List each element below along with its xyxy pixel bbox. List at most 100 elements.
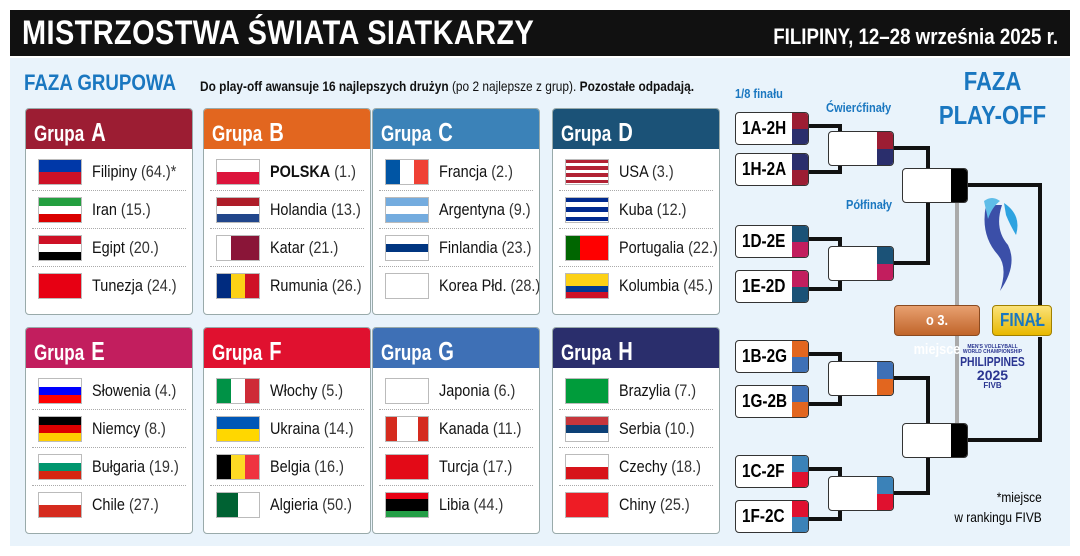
team-rank: (16.) [314,456,344,476]
logo-text: MEN'S VOLLEYBALL [967,344,1018,350]
logo-text: FIVB [983,381,1002,390]
flag-icon [216,196,260,223]
team-rank: (6.) [493,380,516,400]
team-label: Katar (21.) [270,238,338,258]
group-letter: C [438,117,453,147]
note-part: (po 2 najlepsze z grup). [448,78,580,94]
team-label: Chile (27.) [92,495,159,515]
team-rank: (44.) [473,495,504,514]
team-name: Iran [92,199,117,219]
team-rank: (27.) [128,495,159,514]
team-label: Finlandia (23.) [439,238,531,258]
flag-icon [385,273,429,299]
playoff-title-line: FAZA [963,66,1022,96]
round-label-r16: 1/8 finału [735,86,783,101]
match-label: 1F-2C [742,506,785,526]
team-name: Egipt [92,237,125,257]
team-label: Rumunia (26.) [270,276,362,296]
r16-match: 1E-2D [735,270,809,303]
group-letter: F [269,336,282,366]
group-phase-title: FAZA GRUPOWA [24,70,177,95]
group-header: Grupa A [26,109,192,149]
flag-icon [385,453,429,480]
team-label: Włochy (5.) [270,381,343,401]
team-label: Kolumbia (45.) [619,276,713,296]
flag-icon [565,196,609,223]
team-label: Kanada (11.) [439,419,522,439]
group-prefix: Grupa [561,340,612,365]
team-name: Włochy [270,380,318,400]
team-label: Portugalia (22.) [619,238,718,258]
team-label: Turcja (17.) [439,457,512,477]
team-name: Serbia [619,418,661,438]
flag-icon [38,377,82,404]
team-label: USA (3.) [619,162,674,182]
group-header: Grupa E [26,328,192,368]
group-letter: D [618,117,633,147]
team-label: Serbia (10.) [619,419,695,439]
match-label: 1A-2H [742,118,787,138]
group-header: Grupa C [373,109,539,149]
team-rank: (18.) [671,456,701,476]
sf-match [902,168,968,203]
qf-match [828,246,894,281]
flag-icon [385,492,429,518]
team-row: Serbia (10.) [559,410,713,448]
flag-icon [216,453,260,480]
playoff-title-line: PLAY-OFF [938,100,1046,130]
group-phase-note: Do play-off awansuje 16 najlepszych druż… [200,78,694,94]
team-name: Brazylia [619,380,671,400]
team-label: Słowenia (4.) [92,381,176,401]
team-row: Ukraina (14.) [210,410,364,448]
team-label: Belgia (16.) [270,457,344,477]
team-rank: (50.) [322,495,352,514]
team-label: Iran (15.) [92,200,151,220]
flag-icon [385,415,429,442]
team-label: Tunezja (24.) [92,276,177,296]
note-part: Do play-off awansuje 16 najlepszych druż… [200,78,449,94]
r16-match: 1B-2G [735,340,809,373]
r16-match: 1A-2H [735,112,809,145]
match-label: 1B-2G [742,346,788,366]
flag-icon [38,234,82,261]
team-rank: (45.) [683,276,713,295]
team-name: Kolumbia [619,276,680,295]
logo-icon [984,198,1018,291]
team-name: Filipiny [92,161,137,181]
group-f: Grupa F Włochy (5.) Ukraina (14.) Belgia (1… [203,327,371,534]
group-e: Grupa E Słowenia (4.) Niemcy (8.) Bułgaria … [25,327,193,534]
team-row: Iran (15.) [32,191,186,229]
team-row: Kolumbia (45.) [559,267,713,305]
team-rank: (3.) [651,161,674,181]
group-header: Grupa G [373,328,539,368]
third-place-label: o 3. miejsce [913,312,961,358]
team-name: Holandia [270,199,328,219]
final-badge: FINAŁ [992,305,1052,336]
team-row: Czechy (18.) [559,448,713,486]
r16-match: 1D-2E [735,225,809,258]
team-label: Bułgaria (19.) [92,457,179,477]
page-title: MISTRZOSTWA ŚWIATA SIATKARZY [22,14,535,52]
team-rank: (19.) [149,456,179,476]
match-label: 1G-2B [742,391,788,411]
team-rank: (2.) [491,161,513,181]
group-header: Grupa H [553,328,719,368]
team-label: Libia (44.) [439,495,503,515]
team-label: Egipt (20.) [92,238,159,258]
flag-icon [216,415,260,442]
group-prefix: Grupa [34,121,85,146]
team-row: Bułgaria (19.) [32,448,186,486]
flag-icon [385,377,429,404]
r16-match: 1C-2F [735,455,809,488]
flag-icon [385,158,429,185]
final-label: FINAŁ [999,310,1045,330]
team-name: Portugalia [619,237,685,257]
team-row: Korea Płd. (28.) [379,267,539,305]
team-rank: (14.) [323,418,354,438]
team-row: Katar (21.) [210,229,364,267]
flag-icon [38,415,82,442]
round-label-sf: Półfinały [846,197,893,212]
team-row: Turcja (17.) [379,448,533,486]
logo-text: WORLD CHAMPIONSHIP [962,349,1023,355]
